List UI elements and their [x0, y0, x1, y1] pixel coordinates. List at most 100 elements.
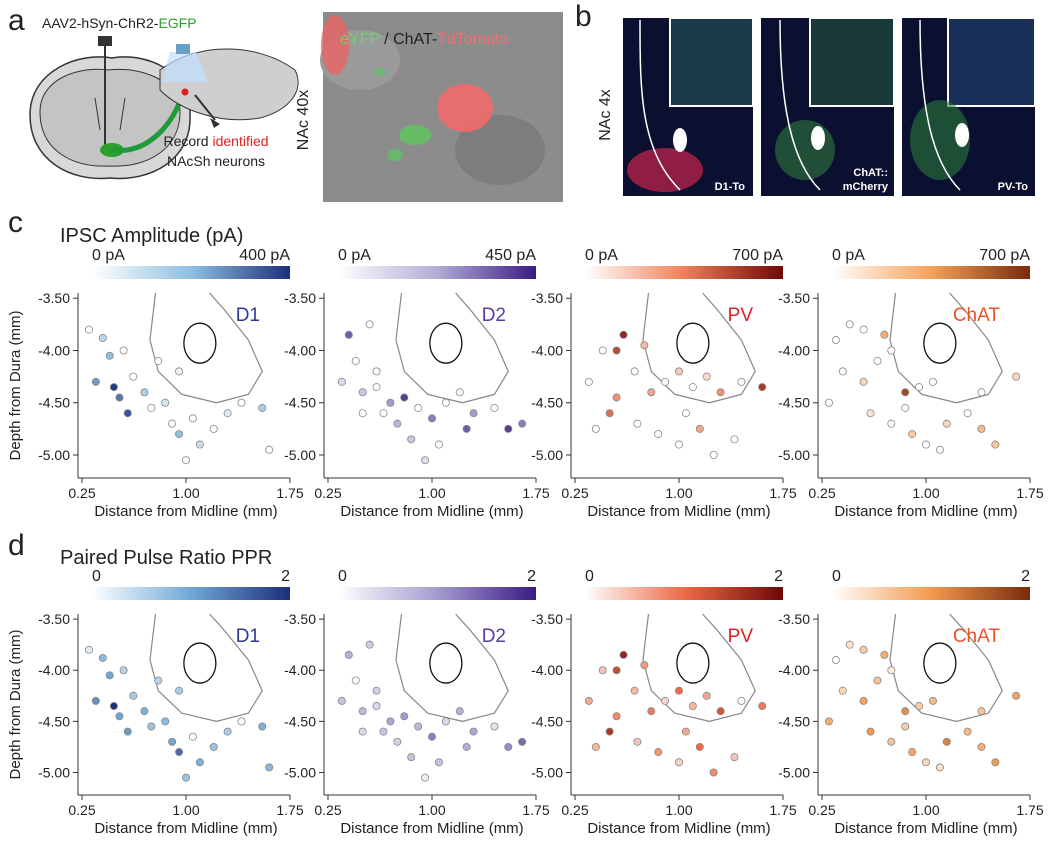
cell-point [109, 702, 118, 711]
cell-point [963, 727, 972, 736]
cell-point [688, 702, 697, 711]
cell-point [977, 388, 986, 397]
cell-point [358, 388, 367, 397]
colorbar-label: 2 [774, 568, 783, 585]
legend-red: TdTomato [437, 31, 508, 48]
cell-point [209, 424, 218, 433]
cell-point [358, 707, 367, 716]
cell-point [612, 666, 621, 675]
cell-point [161, 398, 170, 407]
cell-point [372, 702, 381, 711]
x-tick-label: 1.75 [276, 485, 303, 501]
cell-point [372, 367, 381, 376]
cell-point [147, 403, 156, 412]
cell-point [469, 409, 478, 418]
cell-point [140, 707, 149, 716]
cell-point [504, 424, 513, 433]
cell-point [831, 656, 840, 665]
cell-point [129, 372, 138, 381]
colorbar-label: 2 [281, 568, 290, 585]
cell-point [407, 753, 416, 762]
y-tick-label: -4.50 [284, 713, 316, 729]
x-tick-label: 1.00 [172, 802, 199, 818]
virus-label: AAV2-hSyn-ChR2-EGFP [42, 15, 197, 31]
core-outline [183, 642, 217, 684]
y-tick-label: -5.00 [778, 765, 810, 781]
cell-point [598, 346, 607, 355]
virus-tag: EGFP [158, 15, 196, 31]
x-tick-label: 1.00 [665, 485, 692, 501]
y-axis-label: Depth from Dura (mm) [7, 310, 24, 460]
x-axis-label: Distance from Midline (mm) [834, 820, 1017, 837]
cell-point [824, 717, 833, 726]
cell-point [859, 696, 868, 705]
cell-point [490, 722, 499, 731]
y-tick-label: -3.50 [284, 290, 316, 306]
row-title: Paired Pulse Ratio PPR [60, 547, 272, 569]
cell-point [873, 356, 882, 365]
cell-point [675, 440, 684, 449]
colorbar-label: 700 pA [979, 247, 1030, 264]
cell-point [730, 435, 739, 444]
cell-point [414, 403, 423, 412]
y-tick-label: -5.00 [38, 447, 70, 463]
cell-point [161, 717, 170, 726]
cell-point [928, 377, 937, 386]
cell-point [942, 737, 951, 746]
y-tick-label: -3.50 [531, 290, 563, 306]
cell-point [831, 336, 840, 345]
y-tick-label: -4.50 [284, 395, 316, 411]
panel-label: a [8, 4, 25, 37]
cell-point [887, 737, 896, 746]
cell-point [675, 686, 684, 695]
cell-point [880, 330, 889, 339]
image-legend: eYFP / ChAT-TdTomato [340, 31, 508, 48]
cell-point [147, 722, 156, 731]
y-tick-label: -4.00 [38, 342, 70, 358]
cell-point [1012, 691, 1021, 700]
y-tick-label: -5.00 [38, 765, 70, 781]
cell-point [414, 722, 423, 731]
x-tick-label: 0.25 [68, 802, 95, 818]
image-tag: PV-To [998, 181, 1029, 193]
panel-title: ChAT [953, 626, 1001, 647]
x-axis-label: Distance from Midline (mm) [94, 503, 277, 520]
colorbar-label: 400 pA [239, 247, 290, 264]
cell-point [866, 727, 875, 736]
x-tick-label: 0.25 [561, 485, 588, 501]
cell-point [372, 383, 381, 392]
y-tick-label: -4.50 [531, 713, 563, 729]
cell-point [709, 768, 718, 777]
cell-point [647, 707, 656, 716]
cell-point [469, 727, 478, 736]
cell-point [421, 773, 430, 782]
cell-point [237, 398, 246, 407]
colorbar-label: 0 [338, 568, 347, 585]
colorbar-label: 2 [1021, 568, 1030, 585]
cell-point [181, 773, 190, 782]
panel-label: c [8, 206, 23, 239]
x-tick-label: 1.75 [769, 485, 796, 501]
cell-point [977, 424, 986, 433]
cell-point [358, 409, 367, 418]
cell-point [400, 712, 409, 721]
cell-point [716, 388, 725, 397]
cell-point [379, 409, 388, 418]
cell-point [630, 367, 639, 376]
cell-point [351, 676, 360, 685]
panel-title: PV [728, 626, 754, 647]
cell-point [977, 742, 986, 751]
cell-point [518, 737, 527, 746]
x-tick-label: 1.00 [912, 802, 939, 818]
cell-point [702, 372, 711, 381]
row-title: IPSC Amplitude (pA) [60, 225, 243, 247]
cell-point [928, 696, 937, 705]
x-axis-label: Distance from Midline (mm) [340, 820, 523, 837]
cell-point [455, 707, 464, 716]
cell-point [716, 707, 725, 716]
micrograph [320, 12, 563, 202]
cell-point [386, 717, 395, 726]
cell-point [105, 671, 114, 680]
y-tick-label: -4.00 [531, 342, 563, 358]
cell-point [991, 758, 1000, 767]
